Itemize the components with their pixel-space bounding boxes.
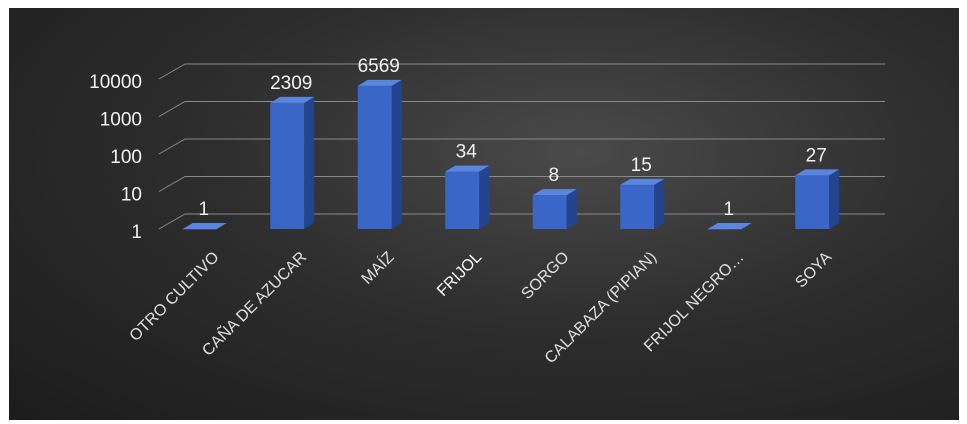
value-label: 8 bbox=[548, 165, 559, 186]
bar bbox=[182, 223, 227, 230]
y-tick-label: 1 bbox=[131, 222, 142, 243]
gridline bbox=[158, 213, 885, 230]
gridline bbox=[158, 138, 885, 155]
category-label: OTRO CULTIVO bbox=[127, 249, 223, 345]
y-tick-label: 100 bbox=[110, 147, 142, 168]
value-label: 15 bbox=[631, 155, 652, 176]
bar-chart: 1 10 100 1000 10000 1 2309 6569 34 8 15 1 27 OTRO C… bbox=[89, 56, 885, 367]
gridline bbox=[158, 176, 885, 192]
category-label: SORGO bbox=[518, 249, 572, 303]
value-label: 34 bbox=[456, 142, 478, 163]
bar bbox=[357, 79, 402, 229]
category-label: MAÍZ bbox=[357, 247, 398, 288]
chart-area: 1 10 100 1000 10000 1 2309 6569 34 8 15 1 27 OTRO C… bbox=[9, 8, 959, 420]
bar bbox=[707, 223, 752, 230]
value-labels: 1 2309 6569 34 8 15 1 27 bbox=[198, 56, 826, 220]
value-label: 1 bbox=[198, 199, 209, 220]
gridline bbox=[158, 101, 885, 117]
value-label: 1 bbox=[723, 199, 734, 220]
gridlines bbox=[158, 63, 885, 230]
value-label: 6569 bbox=[358, 56, 400, 77]
bar bbox=[620, 178, 665, 229]
bar bbox=[445, 165, 490, 229]
category-label: FRIJOL bbox=[434, 249, 485, 300]
gridline bbox=[158, 63, 885, 80]
bar bbox=[795, 169, 840, 229]
value-label: 2309 bbox=[270, 73, 312, 94]
bar bbox=[270, 96, 315, 229]
category-label: FRIJOL NEGRO… bbox=[641, 249, 748, 356]
bar bbox=[532, 189, 577, 229]
y-tick-label: 10000 bbox=[89, 72, 142, 93]
bars bbox=[182, 79, 840, 230]
category-label: SOYA bbox=[792, 249, 835, 292]
y-axis-ticks: 1 10 100 1000 10000 bbox=[89, 72, 142, 243]
y-tick-label: 10 bbox=[121, 185, 142, 206]
value-label: 27 bbox=[806, 145, 827, 166]
y-tick-label: 1000 bbox=[100, 110, 142, 131]
